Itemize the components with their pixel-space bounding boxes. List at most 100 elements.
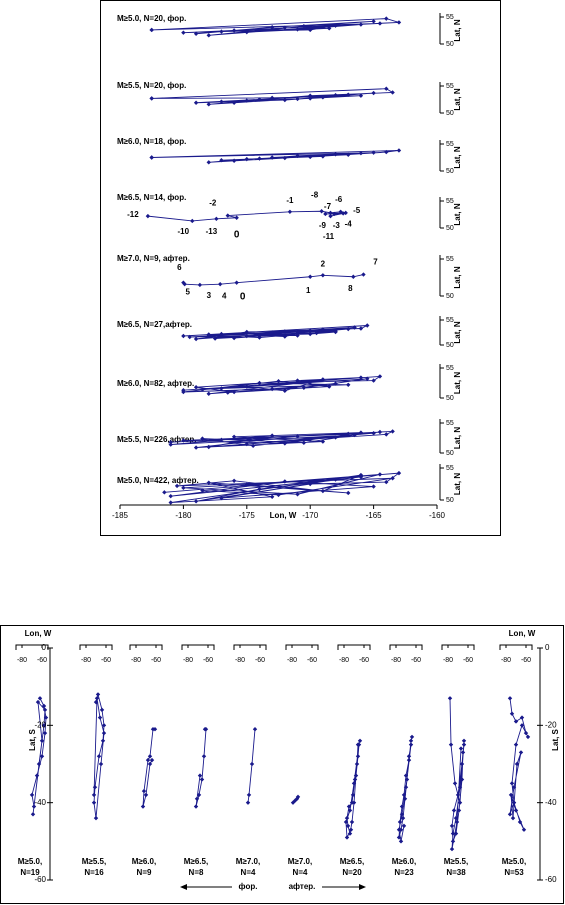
marker xyxy=(269,155,275,160)
x-bracket xyxy=(337,644,371,650)
marker xyxy=(295,434,300,439)
marker xyxy=(308,481,313,487)
marker xyxy=(358,430,364,435)
marker xyxy=(42,730,48,736)
x-bracket xyxy=(129,644,163,650)
marker xyxy=(197,773,203,778)
point-label: -12 xyxy=(127,210,139,219)
marker xyxy=(101,730,107,736)
marker xyxy=(357,738,363,743)
panel-label: N=20 xyxy=(342,868,362,877)
marker xyxy=(320,327,326,332)
trajectory xyxy=(183,274,364,286)
panel-label: N=23 xyxy=(394,868,414,877)
marker xyxy=(351,800,357,805)
point-label: -9 xyxy=(319,221,327,230)
panel-label: M≥6.5, xyxy=(184,857,208,866)
x-tick-label: -60 xyxy=(37,657,47,664)
marker xyxy=(257,156,262,161)
point-label: -3 xyxy=(333,221,341,230)
x-tick-label: -185 xyxy=(112,511,129,520)
panel-label: M≥6.0, N=82, афтер. xyxy=(117,379,194,388)
marker xyxy=(371,378,376,383)
marker xyxy=(295,153,300,159)
marker xyxy=(193,499,199,504)
marker xyxy=(513,808,519,813)
x-tick-label: -180 xyxy=(175,511,192,520)
marker xyxy=(276,379,281,384)
marker xyxy=(219,29,224,34)
marker xyxy=(513,742,519,747)
marker xyxy=(150,727,156,732)
marker xyxy=(308,93,313,98)
marker xyxy=(352,325,357,330)
point-label: 3 xyxy=(207,291,212,300)
marker xyxy=(301,23,307,29)
marker xyxy=(459,761,465,767)
marker xyxy=(347,808,353,813)
marker xyxy=(340,211,346,216)
marker xyxy=(408,742,414,747)
marker xyxy=(356,742,362,747)
marker xyxy=(257,435,262,441)
direction-label: афтер. xyxy=(289,882,316,891)
marker xyxy=(282,329,288,334)
marker xyxy=(290,800,296,805)
marker xyxy=(249,761,255,767)
marker xyxy=(206,444,211,450)
y-tick-label: -20 xyxy=(545,720,557,729)
marker xyxy=(349,819,355,825)
y-tick-label: 55 xyxy=(446,317,454,324)
point-label: -7 xyxy=(324,202,332,211)
marker xyxy=(244,384,249,389)
marker xyxy=(219,158,224,163)
marker xyxy=(352,432,357,438)
marker xyxy=(457,800,463,805)
marker xyxy=(320,95,326,100)
x-bracket xyxy=(233,644,267,650)
panel-label: N=19 xyxy=(20,868,40,877)
point-label: 7 xyxy=(373,258,378,267)
marker xyxy=(93,815,99,821)
marker xyxy=(295,378,300,383)
point-label: -6 xyxy=(335,195,343,204)
marker xyxy=(295,794,301,800)
marker xyxy=(352,777,358,782)
marker xyxy=(346,152,351,157)
panel-label: M≥7.0, xyxy=(236,857,260,866)
marker xyxy=(149,27,154,33)
marker xyxy=(294,796,300,801)
marker xyxy=(333,435,338,440)
marker xyxy=(181,485,186,491)
marker xyxy=(257,332,262,338)
marker xyxy=(234,215,239,220)
marker xyxy=(448,742,454,747)
marker xyxy=(346,804,352,809)
point-label: 4 xyxy=(222,291,227,300)
y-tick-label: 55 xyxy=(446,14,454,21)
x-bracket xyxy=(181,644,215,650)
marker xyxy=(36,761,42,767)
marker xyxy=(162,490,167,495)
trajectory xyxy=(151,18,400,36)
marker xyxy=(301,440,307,445)
marker xyxy=(219,495,224,501)
x-tick-label: -170 xyxy=(302,511,319,520)
marker xyxy=(458,746,464,751)
marker xyxy=(181,30,186,35)
marker xyxy=(365,376,370,381)
x-tick-label: -175 xyxy=(239,511,256,520)
x-tick-label: -80 xyxy=(443,657,453,664)
marker xyxy=(231,158,237,163)
marker xyxy=(450,831,456,836)
y-axis-label: Lat, N xyxy=(453,203,462,225)
marker xyxy=(295,492,300,497)
y-tick-label: 55 xyxy=(446,465,454,472)
marker xyxy=(406,757,412,763)
panel-label: M≥5.0, xyxy=(502,857,526,866)
marker xyxy=(453,831,459,836)
marker xyxy=(193,804,199,809)
x-tick-label: -80 xyxy=(391,657,401,664)
x-bracket xyxy=(499,644,533,650)
marker xyxy=(319,209,324,214)
